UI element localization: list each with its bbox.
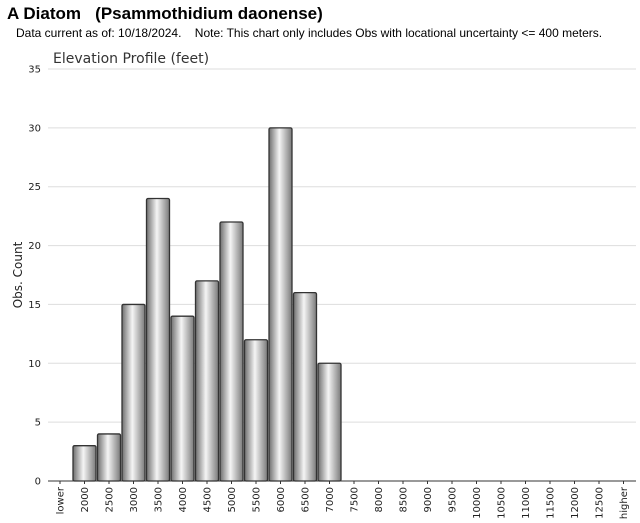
x-tick-label: 5000 — [227, 487, 238, 512]
y-tick-label: 20 — [28, 241, 41, 252]
x-tick-label: 3500 — [154, 487, 165, 512]
y-tick-label: 25 — [28, 182, 41, 193]
x-tick-label: 10500 — [497, 487, 508, 519]
x-tick-label: 2000 — [80, 487, 91, 512]
y-tick-label: 10 — [28, 359, 41, 370]
x-tick-label: 10000 — [472, 487, 483, 519]
x-tick-label: 12500 — [595, 487, 606, 519]
x-tick-label: 3000 — [129, 487, 140, 512]
x-tick-label: lower — [56, 486, 67, 514]
bar-3500 — [145, 197, 171, 482]
x-tick-label: 5500 — [252, 487, 263, 512]
x-tick-label: 11000 — [521, 487, 532, 519]
chart-title: Elevation Profile (feet) — [53, 51, 209, 67]
bar-6500 — [292, 292, 318, 482]
bar-6000 — [268, 127, 293, 482]
x-tick-label: 9000 — [423, 487, 434, 512]
x-tick-label: 4500 — [203, 487, 214, 512]
bar-3000 — [121, 303, 146, 482]
y-tick-label: 15 — [28, 300, 41, 311]
y-tick-label: 30 — [28, 123, 41, 134]
bar-5000 — [219, 221, 244, 482]
x-tick-label: 6500 — [301, 487, 312, 512]
y-axis-label: Obs. Count — [11, 241, 25, 308]
x-tick-label: 4000 — [178, 487, 189, 512]
bar-2500 — [96, 433, 122, 482]
bar-2000 — [72, 445, 97, 482]
bar-4000 — [170, 315, 195, 482]
y-tick-label: 0 — [35, 477, 41, 488]
x-tick-label: 7500 — [350, 487, 361, 512]
x-tick-label: 2500 — [105, 487, 116, 512]
bar-4500 — [194, 280, 220, 482]
x-tick-label: 8500 — [399, 487, 410, 512]
page-subtitle: Data current as of: 10/18/2024. Note: Th… — [16, 26, 603, 40]
x-tick-label: 9500 — [448, 487, 459, 512]
bar-5500 — [243, 339, 269, 482]
page-title: A Diatom (Psammothidium daonense) — [7, 4, 323, 23]
y-tick-label: 5 — [35, 418, 41, 429]
bar-7000 — [317, 362, 342, 482]
x-tick-label: 11500 — [546, 487, 557, 519]
x-tick-label: 8000 — [374, 487, 385, 512]
x-tick-label: 7000 — [325, 487, 336, 512]
x-tick-label: higher — [619, 486, 630, 519]
x-tick-label: 6000 — [276, 487, 287, 512]
x-tick-label: 12000 — [570, 487, 581, 519]
y-tick-label: 35 — [28, 65, 41, 76]
